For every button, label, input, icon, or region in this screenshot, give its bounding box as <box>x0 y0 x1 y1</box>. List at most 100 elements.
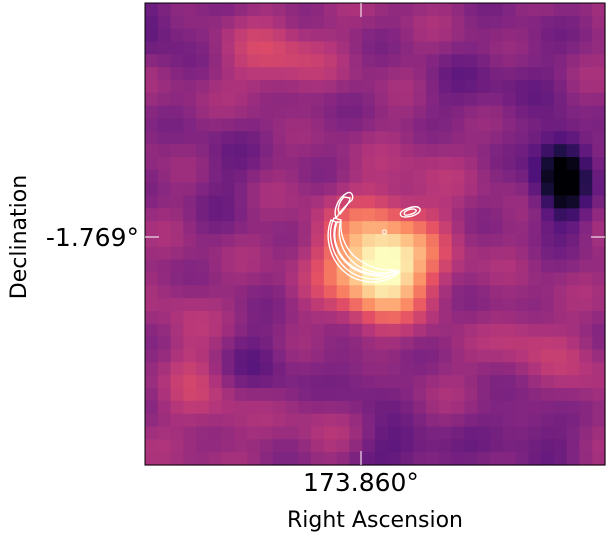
heatmap-cell <box>247 182 261 197</box>
heatmap-cell <box>464 195 478 209</box>
heatmap-cell <box>349 246 363 261</box>
heatmap-cell <box>515 400 529 415</box>
heatmap-cell <box>426 234 440 248</box>
contour-line <box>403 208 417 216</box>
heatmap-cell <box>387 375 402 389</box>
heatmap-cell <box>170 349 184 363</box>
heatmap-cell <box>260 221 274 235</box>
heatmap-cell <box>566 41 581 55</box>
heatmap-cell <box>311 144 325 158</box>
heatmap-cell <box>553 67 568 81</box>
heatmap-cell <box>362 246 376 261</box>
heatmap-cell <box>375 439 389 453</box>
heatmap-cell <box>145 234 159 248</box>
heatmap-cell <box>349 92 363 107</box>
heatmap-cell <box>541 54 555 68</box>
heatmap-cell <box>438 221 453 235</box>
heatmap-cell <box>323 28 338 43</box>
heatmap-cell <box>247 118 261 132</box>
heatmap-cell <box>579 259 593 274</box>
heatmap-cell <box>260 349 274 363</box>
heatmap-cell <box>311 182 325 197</box>
heatmap-cell <box>451 413 466 428</box>
heatmap-cell <box>502 182 517 197</box>
heatmap-cell <box>221 15 236 30</box>
heatmap-cell <box>541 28 555 43</box>
heatmap-cell <box>362 375 376 389</box>
heatmap-cell <box>592 169 606 184</box>
heatmap-cell <box>298 118 312 132</box>
heatmap-cell <box>477 118 491 132</box>
heatmap-cell <box>438 131 453 145</box>
heatmap-cell <box>221 131 236 145</box>
heatmap-cell <box>566 259 581 274</box>
heatmap-cell <box>311 375 325 389</box>
heatmap-cell <box>566 28 581 43</box>
heatmap-cell <box>145 452 159 466</box>
heatmap-cell <box>311 439 325 453</box>
heatmap-cell <box>272 426 287 440</box>
heatmap-cell <box>566 413 581 428</box>
heatmap-cell <box>298 272 312 286</box>
heatmap-cell <box>272 92 287 107</box>
heatmap-cell <box>362 452 376 466</box>
heatmap-cell <box>592 195 606 209</box>
heatmap-cell <box>553 131 568 145</box>
heatmap-cell <box>566 80 581 94</box>
heatmap-cell <box>553 413 568 428</box>
heatmap-cell <box>336 439 351 453</box>
heatmap-cell <box>515 246 529 261</box>
heatmap-cell <box>157 336 172 351</box>
heatmap-cell <box>426 131 440 145</box>
heatmap-cell <box>426 323 440 338</box>
heatmap-cell <box>311 426 325 440</box>
heatmap-cell <box>234 195 248 209</box>
heatmap-cell <box>349 15 363 30</box>
heatmap-cell <box>490 336 504 351</box>
heatmap-cell <box>183 131 197 145</box>
heatmap-cell <box>260 311 274 325</box>
heatmap-cell <box>387 131 402 145</box>
heatmap-cell <box>260 105 274 120</box>
heatmap-cell <box>234 336 248 351</box>
heatmap-cell <box>170 208 184 222</box>
heatmap-cell <box>145 118 159 132</box>
heatmap-cell <box>323 349 338 363</box>
heatmap-cell <box>592 349 606 363</box>
heatmap-cell <box>336 413 351 428</box>
heatmap-cell <box>157 182 172 197</box>
heatmap-cell <box>426 375 440 389</box>
heatmap-cell <box>451 311 466 325</box>
heatmap-cell <box>515 169 529 184</box>
heatmap-cell <box>464 439 478 453</box>
heatmap-cell <box>387 439 402 453</box>
heatmap-cell <box>260 54 274 68</box>
heatmap-cell <box>311 311 325 325</box>
heatmap-cell <box>221 452 236 466</box>
heatmap-cell <box>196 298 210 312</box>
heatmap-cell <box>515 54 529 68</box>
heatmap-cell <box>375 298 389 312</box>
heatmap-cell <box>592 118 606 132</box>
heatmap-cell <box>208 169 223 184</box>
heatmap-cell <box>208 426 223 440</box>
heatmap-cell <box>311 92 325 107</box>
heatmap-cell <box>375 336 389 351</box>
heatmap-cell <box>541 41 555 55</box>
heatmap-cell <box>451 246 466 261</box>
heatmap-cell <box>208 80 223 94</box>
heatmap-cell <box>349 131 363 145</box>
heatmap-cell <box>234 285 248 299</box>
heatmap-cell <box>438 323 453 338</box>
heatmap-cell <box>528 118 542 132</box>
heatmap-cell <box>477 41 491 55</box>
heatmap-cell <box>196 400 210 415</box>
heatmap-cell <box>285 131 299 145</box>
heatmap-cell <box>477 452 491 466</box>
heatmap-cell <box>375 375 389 389</box>
heatmap-cell <box>157 439 172 453</box>
heatmap-cell <box>375 41 389 55</box>
heatmap-cell <box>426 80 440 94</box>
heatmap-cell <box>553 3 568 17</box>
heatmap-cell <box>438 439 453 453</box>
